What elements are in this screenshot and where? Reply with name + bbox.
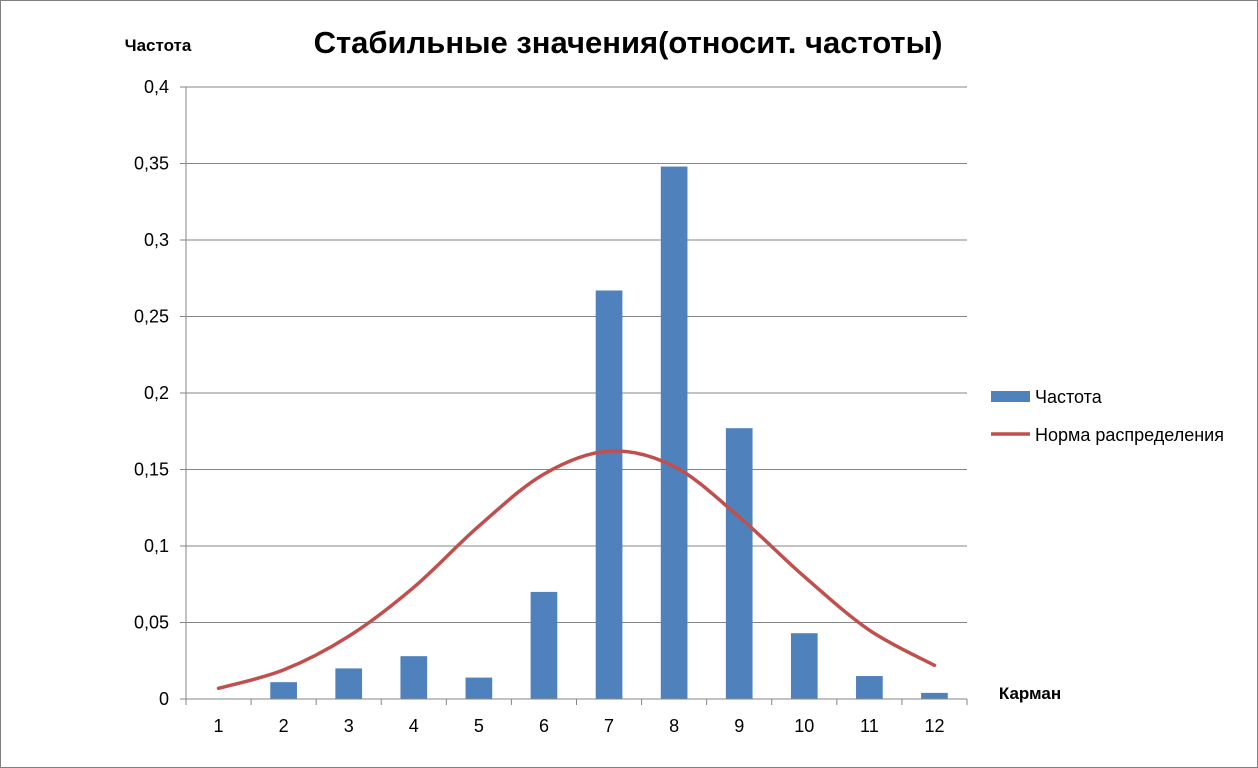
- x-tick-label: 3: [344, 716, 354, 736]
- bar: [856, 676, 883, 699]
- bar: [790, 633, 818, 699]
- bar: [725, 428, 753, 699]
- legend: Частота Норма распределения: [991, 387, 1224, 445]
- y-tick-labels: 0 0,05 0,1 0,15 0,2 0,25 0,3 0,35 0,4: [134, 77, 169, 709]
- bar: [921, 692, 948, 699]
- bar: [530, 591, 558, 699]
- bar: [465, 677, 493, 699]
- x-axis-title: Карман: [999, 684, 1061, 703]
- bar: [595, 290, 623, 699]
- x-tick-labels: 1 2 3 4 5 6 7 8 9 10 11 12: [214, 716, 945, 736]
- y-tick-label: 0,25: [134, 307, 169, 327]
- y-tick-label: 0,2: [144, 383, 169, 403]
- line-series: [216, 449, 937, 691]
- x-tick-label: 8: [669, 716, 679, 736]
- x-tick-label: 1: [214, 716, 224, 736]
- y-tick-label: 0,05: [134, 613, 169, 633]
- bars: [270, 166, 948, 699]
- x-tick-label: 7: [604, 716, 614, 736]
- x-tick-label: 6: [539, 716, 549, 736]
- bar: [335, 668, 363, 699]
- bar: [400, 656, 428, 699]
- x-tick-label: 12: [924, 716, 944, 736]
- x-tick-label: 11: [860, 716, 879, 736]
- y-tick-label: 0: [159, 689, 169, 709]
- bar: [270, 682, 297, 699]
- series-line-norm: [216, 449, 937, 691]
- x-tick-label: 5: [474, 716, 484, 736]
- legend-swatch-bar: [991, 391, 1030, 402]
- x-tick-label: 4: [409, 716, 419, 736]
- x-tick-label: 10: [794, 716, 814, 736]
- chart-title: Стабильные значения(относит. частоты): [314, 25, 943, 60]
- legend-label-line: Норма распределения: [1035, 425, 1224, 445]
- y-tick-label: 0,15: [134, 460, 169, 480]
- legend-label-bar: Частота: [1035, 387, 1103, 407]
- axes: [180, 86, 968, 705]
- y-tick-label: 0,4: [144, 77, 169, 97]
- x-tick-label: 2: [279, 716, 289, 736]
- y-tick-label: 0,35: [134, 154, 169, 174]
- y-tick-label: 0,3: [144, 230, 169, 250]
- y-tick-label: 0,1: [144, 536, 169, 556]
- x-tick-label: 9: [734, 716, 744, 736]
- y-axis-title: Частота: [125, 36, 192, 55]
- gridlines: [186, 86, 967, 623]
- bar: [660, 166, 688, 699]
